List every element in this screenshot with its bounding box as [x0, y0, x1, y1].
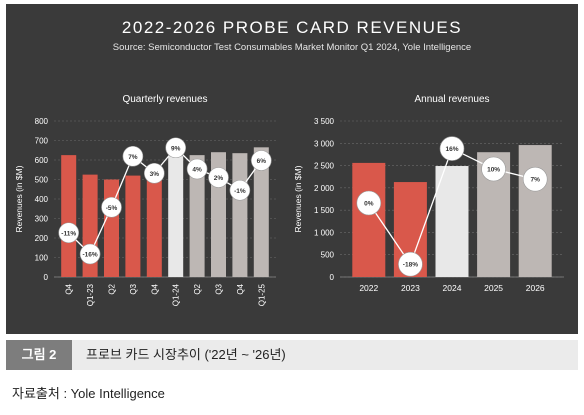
- quarterly-y-tick-label: 600: [35, 156, 49, 165]
- annual-chart-title: Annual revenues: [414, 94, 489, 105]
- quarterly-y-tick-label: 700: [35, 137, 49, 146]
- annual-growth-marker: [522, 166, 548, 192]
- annual-growth-marker: [439, 136, 465, 161]
- quarterly-growth-marker: [79, 243, 101, 265]
- chart-title: 2022-2026 PROBE CARD REVENUES: [121, 18, 463, 37]
- quarterly-bar: [168, 156, 184, 277]
- annual-y-tick-label: 1 000: [314, 228, 335, 237]
- annual-y-tick-label: 3 500: [314, 117, 335, 126]
- source-note: 자료출처 : Yole Intelligence: [12, 386, 165, 401]
- annual-x-tick-label: 2025: [484, 283, 503, 293]
- quarterly-x-tick-label: Q1-25: [257, 283, 266, 306]
- annual-bar: [518, 145, 552, 277]
- quarterly-y-axis-label: Revenues (in $M): [14, 165, 24, 232]
- quarterly-y-tick-label: 800: [35, 117, 49, 126]
- annual-growth-label: 0%: [364, 201, 374, 208]
- quarterly-bar: [189, 155, 205, 277]
- quarterly-growth-label: 9%: [171, 145, 181, 152]
- quarterly-bar: [125, 175, 141, 277]
- annual-growth-label: -18%: [403, 262, 418, 269]
- quarterly-growth-marker: [186, 158, 208, 180]
- quarterly-growth-marker: [165, 137, 186, 159]
- quarterly-bar: [232, 153, 248, 277]
- quarterly-x-tick-label: Q3: [215, 283, 224, 294]
- quarterly-x-tick-label: Q2: [108, 283, 117, 294]
- chart-panel: 2022-2026 PROBE CARD REVENUES Source: Se…: [6, 4, 578, 334]
- annual-y-tick-label: 1 500: [314, 206, 335, 215]
- figure-caption: 프로브 카드 시장추이 ('22년 ~ '26년): [86, 347, 286, 362]
- charts-svg: Quarterly revenues Revenues (in $M) 0 100 20…: [14, 94, 564, 306]
- annual-growth-marker: [481, 156, 506, 182]
- quarterly-bar: [253, 147, 269, 277]
- annual-y-axis-label: Revenues (in $M): [293, 165, 303, 232]
- quarterly-x-tick-label: Q1-24: [172, 283, 181, 306]
- annual-y-tick-label: 2 500: [314, 162, 335, 171]
- quarterly-y-tick-label: 400: [35, 195, 49, 204]
- quarterly-chart-title: Quarterly revenues: [122, 94, 207, 105]
- caption-bar: 그림 2 프로브 카드 시장추이 ('22년 ~ '26년): [6, 340, 578, 370]
- annual-growth-label: 16%: [445, 146, 458, 153]
- chart-subtitle: Source: Semiconductor Test Consumables M…: [112, 42, 472, 53]
- annual-x-tick-label: 2022: [359, 283, 378, 293]
- figure-label: 그림 2: [6, 340, 72, 370]
- quarterly-growth-label: -16%: [83, 252, 98, 259]
- quarterly-x-tick-label: Q4: [65, 283, 74, 294]
- quarterly-growth-line: [68, 146, 262, 256]
- quarterly-x-tick-label: Q4: [236, 283, 245, 294]
- annual-growth-marker: [398, 251, 423, 277]
- quarterly-growth-marker: [251, 150, 272, 171]
- annual-x-tick-label: 2024: [443, 283, 462, 293]
- quarterly-y-tick-label: 200: [35, 234, 49, 243]
- quarterly-growth-marker: [229, 179, 251, 201]
- quarterly-y-tick-label: 500: [35, 176, 49, 185]
- quarterly-growth-label: 6%: [257, 158, 267, 165]
- quarterly-growth-marker: [144, 162, 165, 184]
- quarterly-growth-label: 3%: [150, 171, 160, 178]
- quarterly-growth-label: 7%: [128, 154, 138, 161]
- quarterly-bar: [61, 155, 77, 277]
- annual-y-tick-label: 2 000: [314, 184, 335, 193]
- annual-bar: [435, 166, 469, 277]
- annual-y-tick-label: 3 000: [314, 139, 335, 148]
- quarterly-growth-label: -11%: [61, 230, 76, 237]
- quarterly-growth-label: -5%: [106, 205, 118, 212]
- annual-growth-label: 10%: [487, 167, 500, 174]
- quarterly-x-tick-label: Q4: [150, 283, 159, 294]
- quarterly-growth-label: -1%: [234, 188, 246, 195]
- quarterly-growth-marker: [122, 145, 144, 167]
- quarterly-x-tick-label: Q2: [193, 283, 202, 294]
- quarterly-y-tick-label: 300: [35, 215, 49, 224]
- quarterly-growth-marker: [101, 196, 122, 218]
- quarterly-x-tick-label: Q3: [129, 283, 138, 294]
- quarterly-y-tick-label: 0: [44, 273, 49, 282]
- quarterly-bar: [146, 169, 162, 277]
- annual-y-tick-label: 0: [330, 273, 335, 282]
- annual-y-tick-label: 500: [321, 251, 335, 260]
- quarterly-growth-marker: [208, 167, 229, 188]
- quarterly-growth-label: 4%: [192, 167, 202, 174]
- quarterly-x-tick-label: Q1-23: [86, 283, 95, 306]
- annual-x-tick-label: 2023: [401, 283, 420, 293]
- annual-x-tick-label: 2026: [526, 283, 545, 293]
- quarterly-growth-label: 2%: [214, 175, 224, 182]
- annual-growth-marker: [356, 190, 382, 216]
- annual-growth-label: 7%: [530, 177, 540, 184]
- quarterly-growth-marker: [58, 222, 80, 244]
- quarterly-y-tick-label: 100: [35, 254, 49, 263]
